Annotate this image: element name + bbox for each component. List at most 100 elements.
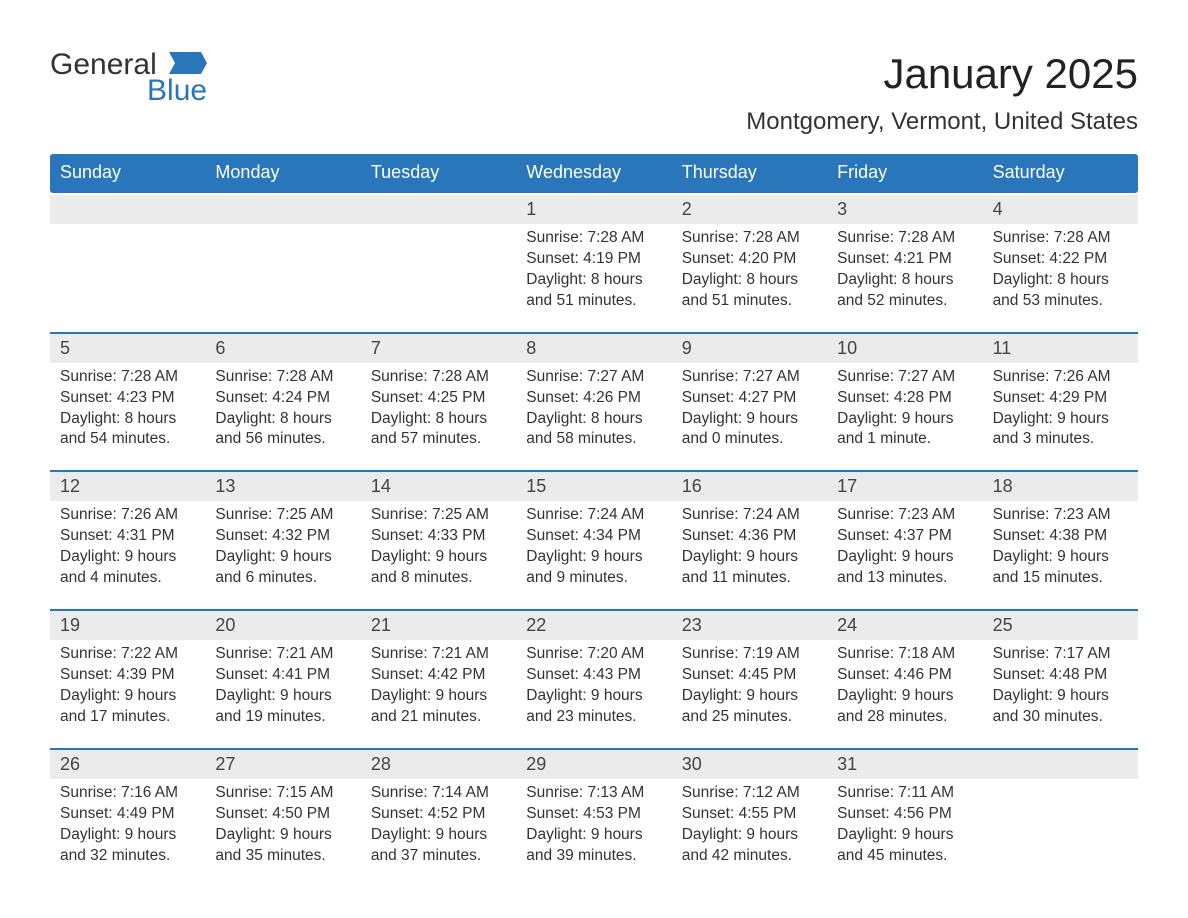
weekday-header: Tuesday [361,154,516,193]
day-cell: Sunrise: 7:11 AMSunset: 4:56 PMDaylight:… [827,779,982,869]
daylight-text: Daylight: 9 hours and 6 minutes. [215,547,352,589]
day-cell: Sunrise: 7:28 AMSunset: 4:20 PMDaylight:… [672,224,827,314]
sunrise-text: Sunrise: 7:13 AM [526,783,663,804]
sunset-text: Sunset: 4:53 PM [526,804,663,825]
daylight-text: Daylight: 9 hours and 42 minutes. [682,825,819,867]
day-number: 12 [50,472,205,501]
sunset-text: Sunset: 4:33 PM [371,526,508,547]
sunset-text: Sunset: 4:52 PM [371,804,508,825]
sunrise-text: Sunrise: 7:18 AM [837,644,974,665]
day-number: 1 [516,195,671,224]
weekday-header: Thursday [672,154,827,193]
sunrise-text: Sunrise: 7:16 AM [60,783,197,804]
daylight-text: Daylight: 9 hours and 9 minutes. [526,547,663,589]
calendar-grid: SundayMondayTuesdayWednesdayThursdayFrid… [50,154,1138,886]
daylight-text: Daylight: 9 hours and 39 minutes. [526,825,663,867]
day-content-row: Sunrise: 7:16 AMSunset: 4:49 PMDaylight:… [50,779,1138,887]
sunrise-text: Sunrise: 7:21 AM [215,644,352,665]
sunrise-text: Sunrise: 7:27 AM [526,367,663,388]
day-number-row: 19202122232425 [50,609,1138,640]
day-number: 6 [205,334,360,363]
sunset-text: Sunset: 4:26 PM [526,388,663,409]
daylight-text: Daylight: 9 hours and 3 minutes. [993,409,1130,451]
day-number: 20 [205,611,360,640]
day-number [361,195,516,224]
day-number: 16 [672,472,827,501]
daylight-text: Daylight: 9 hours and 30 minutes. [993,686,1130,728]
sunrise-text: Sunrise: 7:26 AM [993,367,1130,388]
daylight-text: Daylight: 9 hours and 28 minutes. [837,686,974,728]
month-title: January 2025 [746,50,1138,98]
sunrise-text: Sunrise: 7:24 AM [682,505,819,526]
daylight-text: Daylight: 9 hours and 8 minutes. [371,547,508,589]
sunset-text: Sunset: 4:50 PM [215,804,352,825]
sunset-text: Sunset: 4:46 PM [837,665,974,686]
day-number: 31 [827,750,982,779]
sunrise-text: Sunrise: 7:24 AM [526,505,663,526]
sunrise-text: Sunrise: 7:25 AM [371,505,508,526]
day-cell: Sunrise: 7:28 AMSunset: 4:25 PMDaylight:… [361,363,516,453]
day-content-row: Sunrise: 7:28 AM Sunset: 4:19 PM Daylight:… [50,224,1138,332]
day-cell: Sunrise: 7:17 AMSunset: 4:48 PMDaylight:… [983,640,1138,730]
day-cell: Sunrise: 7:28 AMSunset: 4:21 PMDaylight:… [827,224,982,314]
day-cell: Sunrise: 7:28 AMSunset: 4:19 PMDaylight:… [516,224,671,314]
sunrise-text: Sunrise: 7:22 AM [60,644,197,665]
sunset-text: Sunset: 4:24 PM [215,388,352,409]
day-cell: Sunrise: 7:13 AMSunset: 4:53 PMDaylight:… [516,779,671,869]
day-number: 17 [827,472,982,501]
day-content-row: Sunrise: 7:22 AMSunset: 4:39 PMDaylight:… [50,640,1138,748]
daylight-text: Daylight: 8 hours and 53 minutes. [993,270,1130,312]
day-number: 5 [50,334,205,363]
day-cell: Sunrise: 7:21 AMSunset: 4:41 PMDaylight:… [205,640,360,730]
daylight-text: Daylight: 9 hours and 11 minutes. [682,547,819,589]
day-cell: Sunrise: 7:28 AMSunset: 4:23 PMDaylight:… [50,363,205,453]
day-cell: Sunrise: 7:26 AMSunset: 4:29 PMDaylight:… [983,363,1138,453]
day-number: 23 [672,611,827,640]
day-cell: Sunrise: 7:20 AMSunset: 4:43 PMDaylight:… [516,640,671,730]
daylight-text: Daylight: 9 hours and 13 minutes. [837,547,974,589]
sunrise-text: Sunrise: 7:28 AM [682,228,819,249]
day-number: 25 [983,611,1138,640]
sunset-text: Sunset: 4:45 PM [682,665,819,686]
sunrise-text: Sunrise: 7:21 AM [371,644,508,665]
daylight-text: Daylight: 9 hours and 15 minutes. [993,547,1130,589]
day-number: 19 [50,611,205,640]
sunset-text: Sunset: 4:37 PM [837,526,974,547]
day-cell: Sunrise: 7:12 AMSunset: 4:55 PMDaylight:… [672,779,827,869]
sunset-text: Sunset: 4:28 PM [837,388,974,409]
day-number-row: 262728293031 [50,748,1138,779]
day-cell [983,779,1138,869]
daylight-text: Daylight: 9 hours and 45 minutes. [837,825,974,867]
day-number: 14 [361,472,516,501]
sunset-text: Sunset: 4:32 PM [215,526,352,547]
day-cell [205,224,360,314]
daylight-text: Daylight: 9 hours and 35 minutes. [215,825,352,867]
day-number: 24 [827,611,982,640]
title-block: January 2025 Montgomery, Vermont, United… [746,50,1138,136]
sunrise-text: Sunrise: 7:23 AM [837,505,974,526]
sunset-text: Sunset: 4:39 PM [60,665,197,686]
weekday-header-row: SundayMondayTuesdayWednesdayThursdayFrid… [50,154,1138,193]
daylight-text: Daylight: 9 hours and 17 minutes. [60,686,197,728]
daylight-text: Daylight: 8 hours and 58 minutes. [526,409,663,451]
sunset-text: Sunset: 4:19 PM [526,249,663,270]
sunrise-text: Sunrise: 7:15 AM [215,783,352,804]
sunrise-text: Sunrise: 7:25 AM [215,505,352,526]
day-cell: Sunrise: 7:27 AMSunset: 4:27 PMDaylight:… [672,363,827,453]
day-number: 11 [983,334,1138,363]
day-number-row: 1234 [50,195,1138,224]
day-cell [50,224,205,314]
day-cell: Sunrise: 7:27 AMSunset: 4:28 PMDaylight:… [827,363,982,453]
day-number: 21 [361,611,516,640]
sunrise-text: Sunrise: 7:27 AM [837,367,974,388]
day-number: 26 [50,750,205,779]
sunset-text: Sunset: 4:38 PM [993,526,1130,547]
daylight-text: Daylight: 8 hours and 54 minutes. [60,409,197,451]
sunrise-text: Sunrise: 7:28 AM [215,367,352,388]
daylight-text: Daylight: 9 hours and 1 minute. [837,409,974,451]
sunset-text: Sunset: 4:43 PM [526,665,663,686]
sunset-text: Sunset: 4:56 PM [837,804,974,825]
day-number: 15 [516,472,671,501]
day-number: 3 [827,195,982,224]
daylight-text: Daylight: 9 hours and 32 minutes. [60,825,197,867]
